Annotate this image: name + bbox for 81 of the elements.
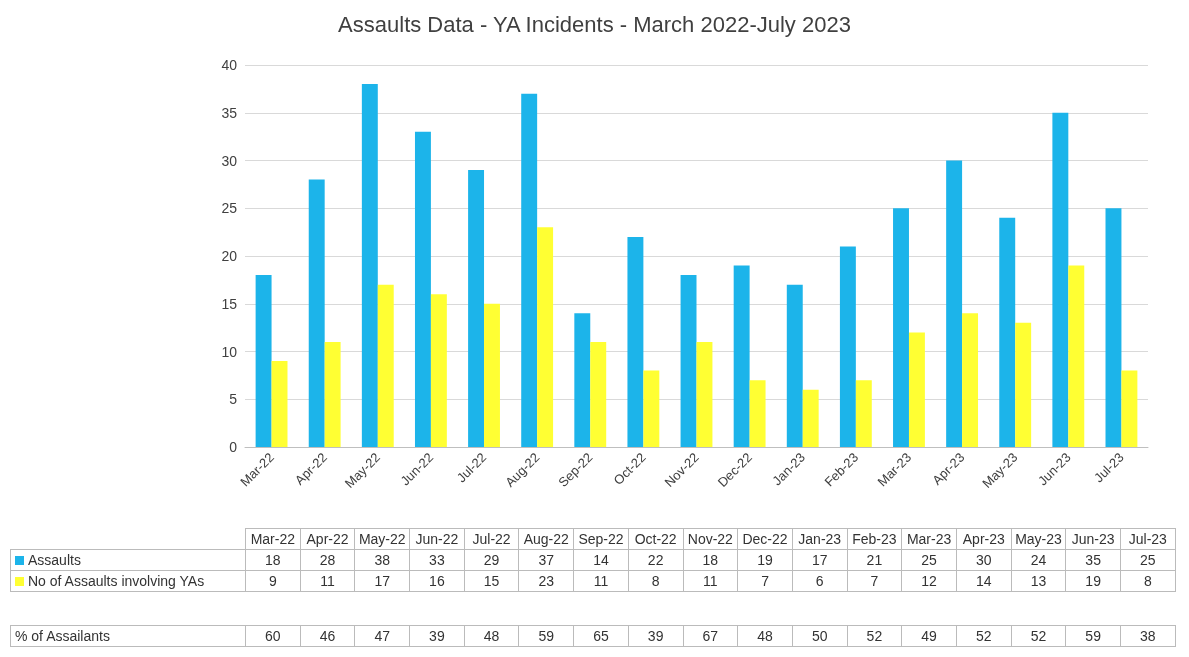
data-label: 49 — [901, 625, 957, 647]
data-label: 14 — [573, 549, 629, 571]
data-label: 17 — [354, 570, 410, 592]
category-label: Apr-22 — [306, 531, 349, 547]
y-tick-label: 5 — [229, 391, 238, 408]
data-label: 38 — [354, 549, 410, 571]
category-label: Jun-23 — [1071, 531, 1115, 547]
data-label: 60 — [245, 625, 301, 647]
y-tick-label: 0 — [229, 439, 238, 455]
text: % of Assailants — [10, 625, 246, 647]
data-label: 19 — [737, 549, 793, 571]
data-label: 6 — [792, 570, 848, 592]
category-label: Jan-23 — [798, 531, 842, 547]
legend-label: Assaults — [10, 549, 246, 571]
data-label: 12 — [901, 570, 957, 592]
data-label: 59 — [1065, 625, 1121, 647]
category-label: May-23 — [1015, 531, 1062, 547]
category-label: Feb-23 — [852, 531, 897, 547]
data-label: 35 — [1065, 549, 1121, 571]
y-tick-label: 40 — [221, 57, 238, 73]
data-label: 48 — [737, 625, 793, 647]
data-label: 38 — [1120, 625, 1176, 647]
data-label: 52 — [956, 625, 1012, 647]
category-label: Mar-22 — [250, 531, 296, 547]
data-label: 11 — [573, 570, 629, 592]
data-label: 8 — [1120, 570, 1176, 592]
data-label: 24 — [1011, 549, 1066, 571]
category-label: Apr-23 — [962, 531, 1005, 547]
data-label: 7 — [737, 570, 793, 592]
data-label: 29 — [464, 549, 519, 571]
data-label: 50 — [792, 625, 848, 647]
chart-title: Assaults Data - YA Incidents - March 2022-July 2023 — [338, 11, 851, 37]
data-label: 28 — [300, 549, 355, 571]
data-label: 59 — [518, 625, 574, 647]
data-label: 39 — [628, 625, 683, 647]
data-label: 39 — [409, 625, 465, 647]
data-label: 22 — [628, 549, 683, 571]
data-label: 46 — [300, 625, 355, 647]
data-label: 67 — [683, 625, 738, 647]
data-label: 14 — [956, 570, 1012, 592]
data-label: 52 — [847, 625, 902, 647]
category-label: Dec-22 — [742, 531, 788, 547]
category-label: Sep-22 — [578, 531, 624, 547]
data-label: 48 — [464, 625, 519, 647]
data-label: 7 — [847, 570, 902, 592]
data-label: 47 — [354, 625, 410, 647]
data-label: 19 — [1065, 570, 1121, 592]
data-label: 18 — [245, 549, 301, 571]
data-label: 11 — [300, 570, 355, 592]
category-label: May-22 — [358, 531, 406, 547]
data-label: 25 — [1120, 549, 1176, 571]
data-label: 16 — [409, 570, 465, 592]
data-label: 33 — [409, 549, 465, 571]
y-tick-label: 15 — [221, 295, 238, 312]
data-label: 30 — [956, 549, 1012, 571]
category-label: Jul-23 — [1128, 531, 1167, 547]
category-label: Aug-22 — [523, 531, 569, 547]
category-label: Jun-22 — [415, 531, 459, 547]
data-label: 65 — [573, 625, 629, 647]
data-label: 9 — [245, 570, 301, 592]
data-label: 25 — [901, 549, 957, 571]
data-label: 37 — [518, 549, 574, 571]
data-label: 13 — [1011, 570, 1066, 592]
data-label: 17 — [792, 549, 848, 571]
data-label: 21 — [847, 549, 902, 571]
data-label: 11 — [683, 570, 738, 592]
y-tick-label: 10 — [221, 343, 238, 360]
data-label: 23 — [518, 570, 574, 592]
y-tick-label: 20 — [221, 248, 238, 264]
data-label: 18 — [683, 549, 738, 571]
category-label: Jul-22 — [472, 531, 511, 547]
data-label: 15 — [464, 570, 519, 592]
legend-label: No of Assaults involving YAs — [10, 570, 246, 592]
data-label: 8 — [628, 570, 683, 592]
category-label: Nov-22 — [687, 531, 733, 547]
y-tick-label: 30 — [221, 152, 238, 169]
y-tick-label: 25 — [221, 200, 238, 217]
category-label: Mar-23 — [906, 531, 952, 547]
category-label: Oct-22 — [634, 531, 677, 547]
data-label: 52 — [1011, 625, 1066, 647]
y-tick-label: 35 — [221, 104, 238, 121]
